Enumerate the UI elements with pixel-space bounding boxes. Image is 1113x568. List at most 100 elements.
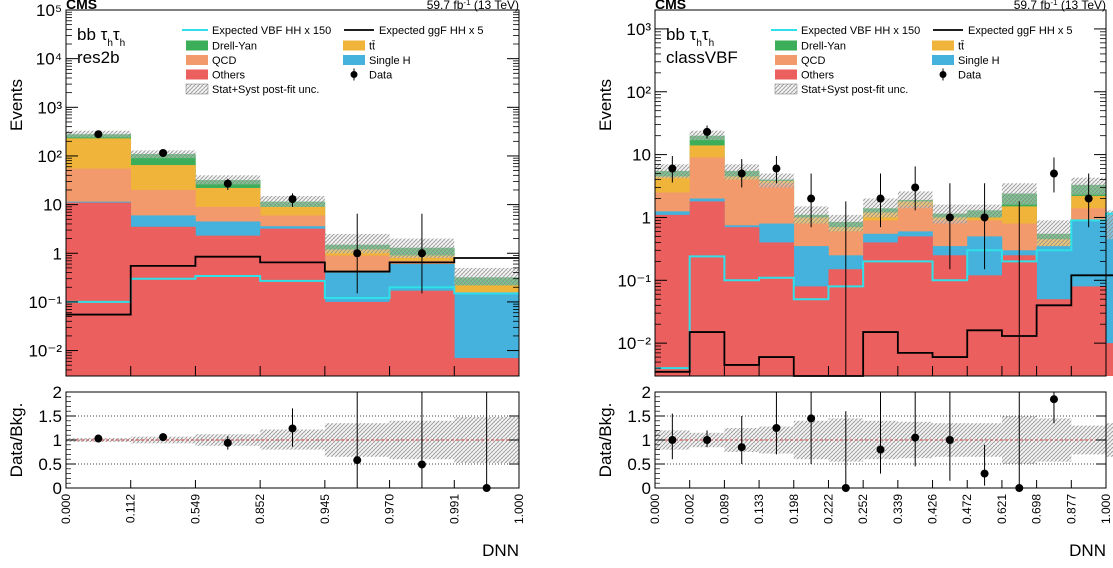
- legend-others-swatch: [186, 69, 208, 80]
- y-tick-label: 10⁵: [36, 1, 62, 20]
- legend-tt-label: tt̄: [369, 40, 375, 52]
- channel-prefix: bb τ: [666, 25, 697, 44]
- ratio-point: [911, 433, 920, 442]
- ratio-y-tick-label: 0: [53, 479, 62, 498]
- y-tick-label: 10⁴: [36, 50, 62, 69]
- legend-others-swatch: [775, 69, 797, 80]
- x-tick-label: 0.945: [318, 494, 332, 524]
- bar-others: [324, 301, 390, 376]
- y-tick-label: 10⁻¹: [617, 271, 651, 290]
- bar-others: [689, 201, 725, 376]
- legend-ggf-label: Expected ggF HH x 5: [968, 25, 1073, 37]
- ratio-point: [945, 436, 954, 444]
- bar-others: [195, 235, 261, 376]
- x-tick-label: 0.000: [648, 494, 662, 524]
- x-tick-label: 0.426: [926, 494, 940, 524]
- bar-others: [863, 242, 899, 376]
- ratio-y-tick-label: 0.5: [627, 455, 651, 474]
- x-tick-label: 0.339: [891, 494, 905, 524]
- legend-vbf-label: Expected VBF HH x 150: [212, 25, 331, 37]
- bar-others: [793, 286, 829, 376]
- bar-others: [389, 290, 455, 376]
- unc-band-bin: [1106, 210, 1113, 240]
- y-tick-label: 10: [632, 146, 651, 165]
- bar-others: [66, 202, 132, 376]
- bar-others: [724, 227, 760, 376]
- legend-vbf-label: Expected VBF HH x 150: [801, 25, 920, 37]
- x-tick-label: 0.000: [59, 494, 73, 524]
- y-tick-label: 10⁻²: [28, 342, 62, 361]
- bar-others: [260, 228, 326, 376]
- legend-singleh-label: Single H: [369, 55, 411, 67]
- unc-band-bin: [454, 267, 519, 286]
- ratio-point: [980, 469, 989, 478]
- bar-others: [1106, 343, 1113, 376]
- y-tick-label: 1: [53, 244, 62, 263]
- y-tick-label: 10: [43, 196, 62, 215]
- bar-others: [655, 214, 690, 376]
- line-vbf-hh: [66, 275, 519, 303]
- ratio-y-tick-label: 1.5: [627, 407, 651, 426]
- bar-others: [897, 236, 933, 376]
- x-tick-label: 0.698: [1030, 494, 1044, 524]
- lumi-label: 59.7 fb-1 (13 TeV): [427, 0, 519, 12]
- legend: Expected VBF HH x 150 Expected ggF HH x 5…: [182, 25, 484, 96]
- x-axis-title: DNN: [482, 541, 519, 560]
- x-axis-title: DNN: [1069, 541, 1106, 560]
- data-point: [807, 194, 816, 203]
- ratio-y-tick-label: 2: [53, 383, 62, 402]
- channel-prefix: bb τ: [77, 25, 108, 44]
- data-point: [353, 249, 362, 258]
- data-point: [876, 194, 885, 203]
- bar-others: [130, 226, 196, 376]
- lumi-unit-exp: -1: [1050, 0, 1058, 7]
- channel-label: bb τhτh: [666, 25, 714, 49]
- x-tick-label: 1.000: [512, 494, 526, 524]
- channel-sub: h: [120, 38, 126, 49]
- line-ggf-hh: [66, 255, 519, 316]
- x-tick-label: 0.089: [717, 494, 731, 524]
- channel-mid: τ: [113, 25, 120, 44]
- legend-singleh-swatch: [343, 55, 365, 65]
- legend-unc-label: Stat+Syst post-fit unc.: [801, 84, 908, 96]
- legend-qcd-label: QCD: [212, 55, 237, 67]
- legend-others-label: Others: [212, 70, 246, 82]
- x-tick-label: 0.133: [752, 494, 766, 524]
- data-point: [980, 213, 989, 222]
- y-tick-label: 10⁻¹: [28, 293, 62, 312]
- legend-qcd-label: QCD: [801, 55, 826, 67]
- legend-dy-label: Drell-Yan: [801, 41, 846, 53]
- legend-tt-swatch: [932, 40, 954, 51]
- legend: Expected VBF HH x 150 Expected ggF HH x 5…: [771, 25, 1073, 96]
- ratio-point: [668, 436, 677, 444]
- legend-dy-label: Drell-Yan: [212, 41, 257, 53]
- ratio-y-tick-label: 0.5: [38, 455, 62, 474]
- y-tick-label: 10⁻²: [617, 334, 651, 353]
- legend-data-label: Data: [958, 70, 982, 82]
- data-point: [945, 213, 954, 222]
- legend-qcd-swatch: [775, 55, 797, 65]
- category-label: classVBF: [666, 48, 738, 67]
- legend-qcd-swatch: [186, 55, 208, 65]
- lumi-value: 59.7 fb: [427, 0, 464, 12]
- channel-sub: h: [709, 38, 715, 49]
- ratio-point: [223, 438, 232, 447]
- ratio-y-axis-title: Data/Bkg.: [7, 403, 26, 478]
- y-tick-label: 10³: [37, 98, 62, 117]
- legend-unc-label: Stat+Syst post-fit unc.: [212, 84, 319, 96]
- x-tick-label: 0.002: [683, 494, 697, 524]
- experiment-label: CMS: [66, 0, 97, 12]
- ratio-y-tick-label: 0: [642, 479, 651, 498]
- ratio-point: [159, 433, 168, 442]
- ratio-panel: 0 0.5 1 1.5 2 Data/Bkg. 0.000 0.002 0.089 0.133 0.…: [596, 383, 1113, 560]
- ratio-point: [1049, 395, 1058, 404]
- data-point: [1049, 169, 1058, 178]
- unc-band-bin: [1036, 220, 1072, 247]
- bar-others: [967, 275, 1003, 376]
- data-point: [1084, 194, 1093, 203]
- x-tick-label: 0.472: [960, 494, 974, 524]
- ratio-y-tick-label: 2: [642, 383, 651, 402]
- bar-others: [932, 255, 968, 376]
